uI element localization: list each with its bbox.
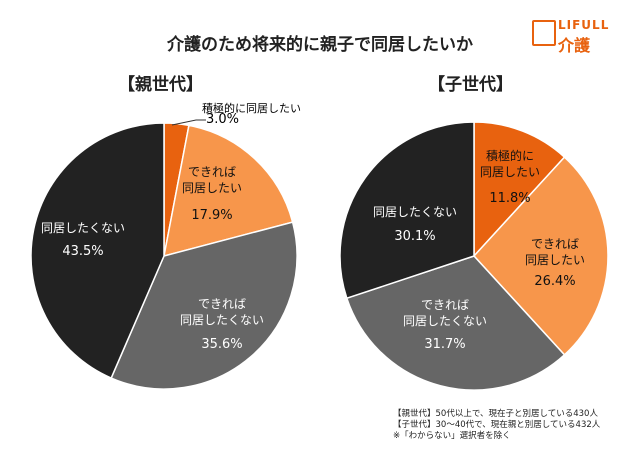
footnote-child: 【子世代】30～40代で、現在親と別居している432人 xyxy=(393,420,601,430)
label-p3: 同居したくない xyxy=(40,221,126,235)
value-p2: 35.6% xyxy=(201,337,243,352)
value-c1: 26.4% xyxy=(534,274,576,289)
label-c0: 積極的に 同居したい xyxy=(479,149,541,179)
label-c2: できれば 同居したくない xyxy=(402,298,488,328)
pie-0-slice-3 xyxy=(30,122,165,380)
parent-title: 【親世代】 xyxy=(118,75,203,95)
pie-1-slice-2 xyxy=(345,255,566,391)
label-c3: 同居したくない xyxy=(372,205,458,219)
label-p0: 積極的に同居したい xyxy=(202,102,301,115)
pie-1-slice-1 xyxy=(472,156,609,356)
logo-text-bottom: 介護 xyxy=(558,36,591,55)
label-c1: できれば 同居したい xyxy=(524,237,586,267)
footnotes: 【親世代】50代以上で、現在子と別居している430人 【子世代】30～40代で、… xyxy=(393,409,600,442)
pie-0-slice-1 xyxy=(163,124,294,258)
value-p3: 43.5% xyxy=(62,244,104,259)
chart-title: 介護のため将来的に親子で同居したいか xyxy=(167,35,473,55)
value-c2: 31.7% xyxy=(424,337,466,352)
footnote-parent: 【親世代】50代以上で、現在子と別居している430人 xyxy=(393,409,598,419)
label-p2: できれば 同居したくない xyxy=(179,297,265,327)
value-c3: 30.1% xyxy=(394,229,436,244)
pie-1-slice-0 xyxy=(473,121,566,258)
logo-text-top: LIFULL xyxy=(558,18,610,32)
value-p1: 17.9% xyxy=(191,208,233,223)
pie-1-slice-3 xyxy=(339,121,475,300)
footnote-exclusion: ※「わからない」選択者を除く xyxy=(393,431,511,441)
child-title: 【子世代】 xyxy=(428,75,513,95)
label-p1: できれば 同居したい xyxy=(181,165,243,195)
pie-0-slice-2 xyxy=(110,221,298,390)
value-p0: 3.0% xyxy=(206,112,240,127)
value-c0: 11.8% xyxy=(489,191,531,206)
leader-line xyxy=(171,119,206,126)
house-icon xyxy=(532,20,556,46)
lifull-logo: LIFULL 介護 xyxy=(530,18,609,56)
